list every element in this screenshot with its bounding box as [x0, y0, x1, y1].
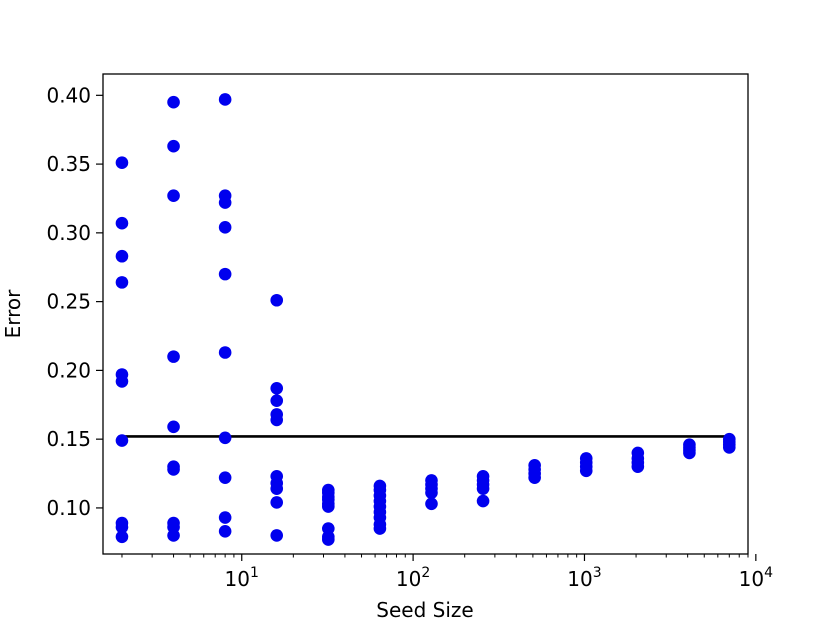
data-point	[115, 520, 129, 534]
data-point	[425, 497, 438, 511]
data-point	[218, 431, 232, 445]
data-point	[631, 460, 645, 473]
data-point	[167, 189, 180, 203]
data-point	[115, 216, 129, 230]
data-point	[218, 346, 232, 359]
data-point	[167, 139, 180, 153]
data-point	[167, 529, 180, 542]
y-tick-label: 0.30	[46, 221, 91, 245]
data-point	[218, 221, 232, 234]
data-point	[270, 413, 284, 427]
data-point	[218, 511, 232, 524]
data-point	[270, 482, 284, 495]
x-tick-label: 102	[396, 565, 430, 591]
x-axis-label: Seed Size	[376, 598, 473, 622]
data-point	[425, 486, 438, 500]
data-point	[218, 267, 232, 281]
data-point	[722, 441, 736, 454]
x-tick-label: 103	[567, 565, 601, 591]
y-tick-label: 0.25	[46, 290, 91, 314]
plot-frame	[102, 73, 749, 555]
data-point	[322, 533, 335, 546]
data-point	[115, 156, 129, 170]
data-point	[115, 434, 129, 447]
data-point	[218, 93, 232, 106]
data-point	[270, 529, 284, 542]
data-point	[579, 464, 593, 478]
data-point	[270, 496, 284, 509]
data-point	[115, 530, 129, 544]
y-axis-label: Error	[1, 289, 25, 339]
data-point	[270, 293, 284, 307]
data-point	[115, 249, 129, 263]
data-point	[218, 471, 232, 484]
y-tick-label: 0.35	[46, 152, 91, 176]
data-point	[115, 276, 129, 289]
data-point	[167, 463, 180, 476]
data-point	[683, 446, 696, 460]
data-point	[218, 196, 232, 209]
data-point	[373, 522, 387, 535]
y-tick-label: 0.20	[46, 358, 91, 382]
data-point	[476, 494, 490, 508]
data-point	[167, 350, 180, 363]
data-point	[322, 500, 335, 513]
data-point	[476, 482, 490, 495]
data-point	[270, 381, 284, 395]
data-point	[115, 375, 129, 388]
data-point	[167, 95, 180, 109]
data-point	[270, 394, 284, 407]
data-point	[218, 525, 232, 538]
x-tick-label: 101	[225, 565, 259, 591]
y-tick-label: 0.10	[46, 496, 91, 520]
y-tick-label: 0.15	[46, 427, 91, 451]
y-tick-label: 0.40	[46, 83, 91, 107]
x-tick-label: 104	[739, 565, 773, 591]
data-point	[167, 420, 180, 434]
data-point	[528, 471, 541, 484]
